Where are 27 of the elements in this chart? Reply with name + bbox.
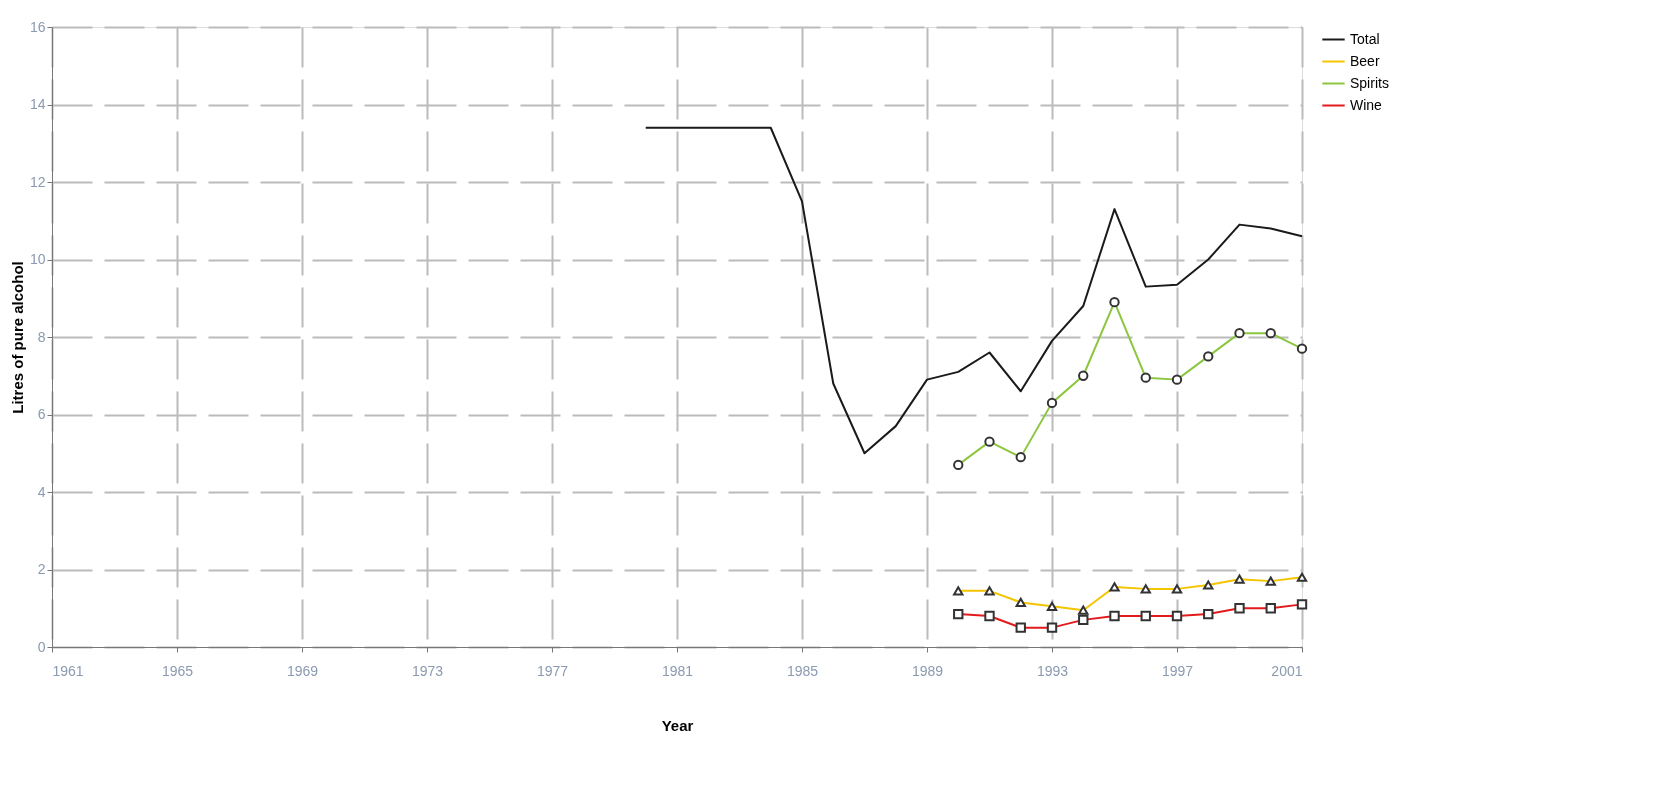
legend-label: Wine [1350,96,1383,113]
x-tick-label: 1973 [411,662,444,679]
x-tick-label: 1981 [661,662,694,679]
x-tick-label: 1985 [786,662,819,679]
y-tick-label: 6 [37,406,46,422]
legend-label: Beer [1350,52,1380,69]
y-tick-label: 8 [37,328,46,345]
y-tick-label: 2 [37,561,46,577]
y-tick-label: 16 [29,18,46,35]
y-tick-label: 0 [37,638,46,655]
y-axis-title: Litres of pure alcohol [8,261,26,414]
x-tick-label: 1997 [1161,662,1194,679]
x-tick-label: 2001 [1271,662,1303,679]
y-tick-label: 14 [29,96,46,112]
x-tick-label: 1961 [52,662,84,679]
x-tick-label: 1965 [161,662,194,679]
x-axis-title: Year [661,716,694,734]
legend-label: Spirits [1350,74,1389,91]
x-tick-label: 1993 [1036,662,1069,679]
x-tick-label: 1969 [286,662,319,679]
x-tick-label: 1989 [911,662,944,679]
y-tick-label: 10 [29,251,46,267]
y-tick-label: 4 [37,483,46,500]
x-tick-label: 1977 [536,662,569,679]
line-series [644,126,1303,455]
y-tick-label: 12 [29,173,46,190]
legend-label: Total [1350,30,1380,47]
